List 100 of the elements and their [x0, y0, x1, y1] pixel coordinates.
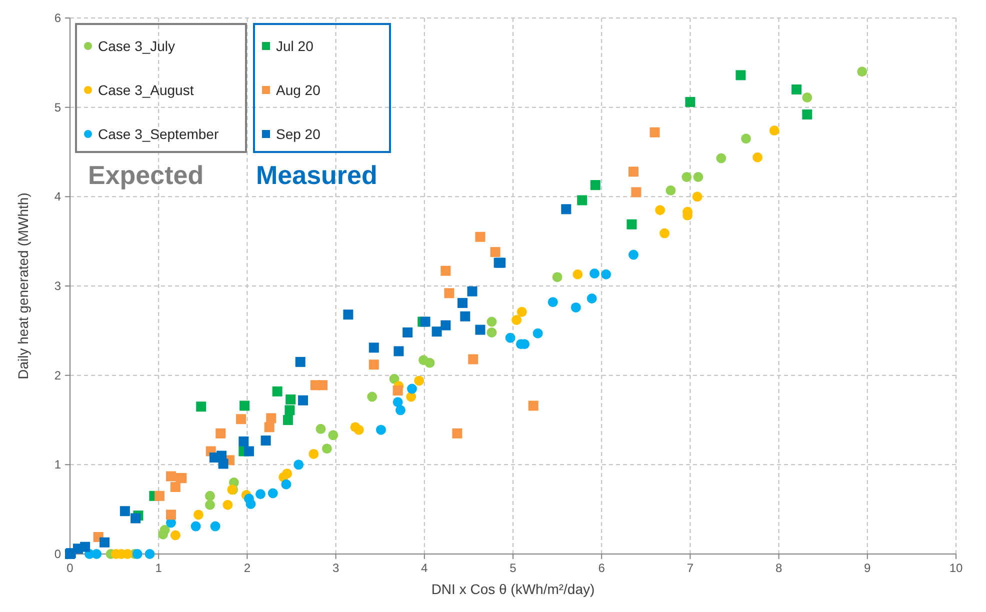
- point: [601, 269, 612, 280]
- point: [295, 356, 306, 367]
- point: [376, 424, 386, 435]
- annotation: Expected: [88, 160, 204, 190]
- x-tick-label: 1: [155, 561, 162, 575]
- point: [282, 415, 293, 425]
- point: [452, 428, 462, 438]
- point: [552, 272, 562, 282]
- y-tick-label: 3: [54, 279, 62, 293]
- point: [272, 386, 282, 396]
- point: [440, 266, 451, 276]
- y-axis-title: Daily heat generated (MWhth): [15, 192, 31, 380]
- point: [170, 530, 180, 540]
- x-tick-label: 0: [66, 561, 74, 575]
- point: [577, 195, 588, 206]
- point: [190, 521, 201, 532]
- point: [402, 327, 413, 338]
- point: [486, 327, 497, 338]
- point: [244, 446, 254, 456]
- point: [394, 346, 404, 356]
- point: [266, 413, 276, 424]
- point: [467, 286, 478, 296]
- point: [414, 376, 424, 386]
- point: [395, 405, 406, 416]
- point: [120, 506, 130, 516]
- point: [130, 513, 141, 524]
- point: [389, 374, 400, 384]
- point: [132, 549, 142, 559]
- legend-label: Case 3_July: [98, 38, 176, 54]
- legend-label: Case 3_August: [98, 82, 194, 98]
- point: [486, 316, 497, 327]
- point: [736, 70, 746, 80]
- point: [561, 204, 572, 214]
- point: [406, 384, 417, 394]
- point: [650, 127, 660, 138]
- legend-label: Case 3_September: [98, 126, 219, 142]
- point: [328, 430, 338, 440]
- point: [420, 316, 430, 327]
- point: [318, 380, 328, 390]
- point: [572, 269, 583, 280]
- point: [196, 402, 206, 412]
- point: [570, 302, 581, 312]
- point: [268, 488, 278, 498]
- point: [628, 166, 638, 177]
- point: [166, 510, 176, 520]
- legend-label: Sep 20: [276, 126, 321, 142]
- point: [444, 288, 454, 298]
- point: [693, 172, 704, 182]
- point: [490, 247, 500, 258]
- point: [392, 397, 403, 408]
- point: [392, 386, 403, 396]
- point: [240, 400, 250, 411]
- point: [100, 537, 110, 548]
- y-tick-label: 0: [54, 547, 62, 561]
- x-tick-label: 3: [332, 561, 340, 575]
- point: [505, 332, 516, 343]
- point: [752, 152, 763, 162]
- point: [548, 297, 558, 308]
- point: [236, 414, 246, 424]
- point: [154, 490, 164, 501]
- legend-label: Aug 20: [276, 82, 321, 98]
- point: [468, 354, 478, 364]
- point: [692, 192, 702, 202]
- point: [792, 84, 802, 94]
- point: [802, 109, 812, 120]
- x-tick-label: 5: [510, 561, 517, 575]
- x-tick-label: 7: [686, 561, 694, 575]
- point: [590, 268, 600, 278]
- x-tick-label: 4: [421, 561, 428, 575]
- point: [222, 500, 233, 510]
- point: [322, 444, 332, 454]
- point: [586, 294, 597, 304]
- annotation: Measured: [256, 160, 378, 190]
- point: [590, 180, 600, 190]
- point: [166, 471, 176, 482]
- point: [316, 424, 326, 434]
- point: [626, 219, 637, 230]
- point: [246, 498, 256, 509]
- point: [92, 549, 102, 559]
- point: [512, 314, 522, 325]
- x-tick-label: 9: [864, 561, 872, 575]
- point: [260, 436, 271, 446]
- point: [655, 205, 666, 216]
- point: [475, 324, 486, 335]
- point: [660, 228, 670, 238]
- point: [264, 422, 274, 432]
- y-tick-label: 5: [54, 100, 62, 114]
- x-axis-title: DNI x Cos θ (kWh/m²/day): [431, 581, 595, 597]
- point: [354, 424, 364, 435]
- y-tick-label: 6: [54, 11, 62, 25]
- point: [343, 310, 354, 320]
- point: [284, 405, 295, 416]
- point: [685, 96, 696, 107]
- x-tick-label: 6: [598, 561, 606, 575]
- point: [210, 521, 220, 532]
- point: [458, 298, 468, 308]
- point: [802, 92, 812, 103]
- point: [368, 360, 379, 370]
- point: [716, 153, 726, 164]
- point: [682, 172, 692, 182]
